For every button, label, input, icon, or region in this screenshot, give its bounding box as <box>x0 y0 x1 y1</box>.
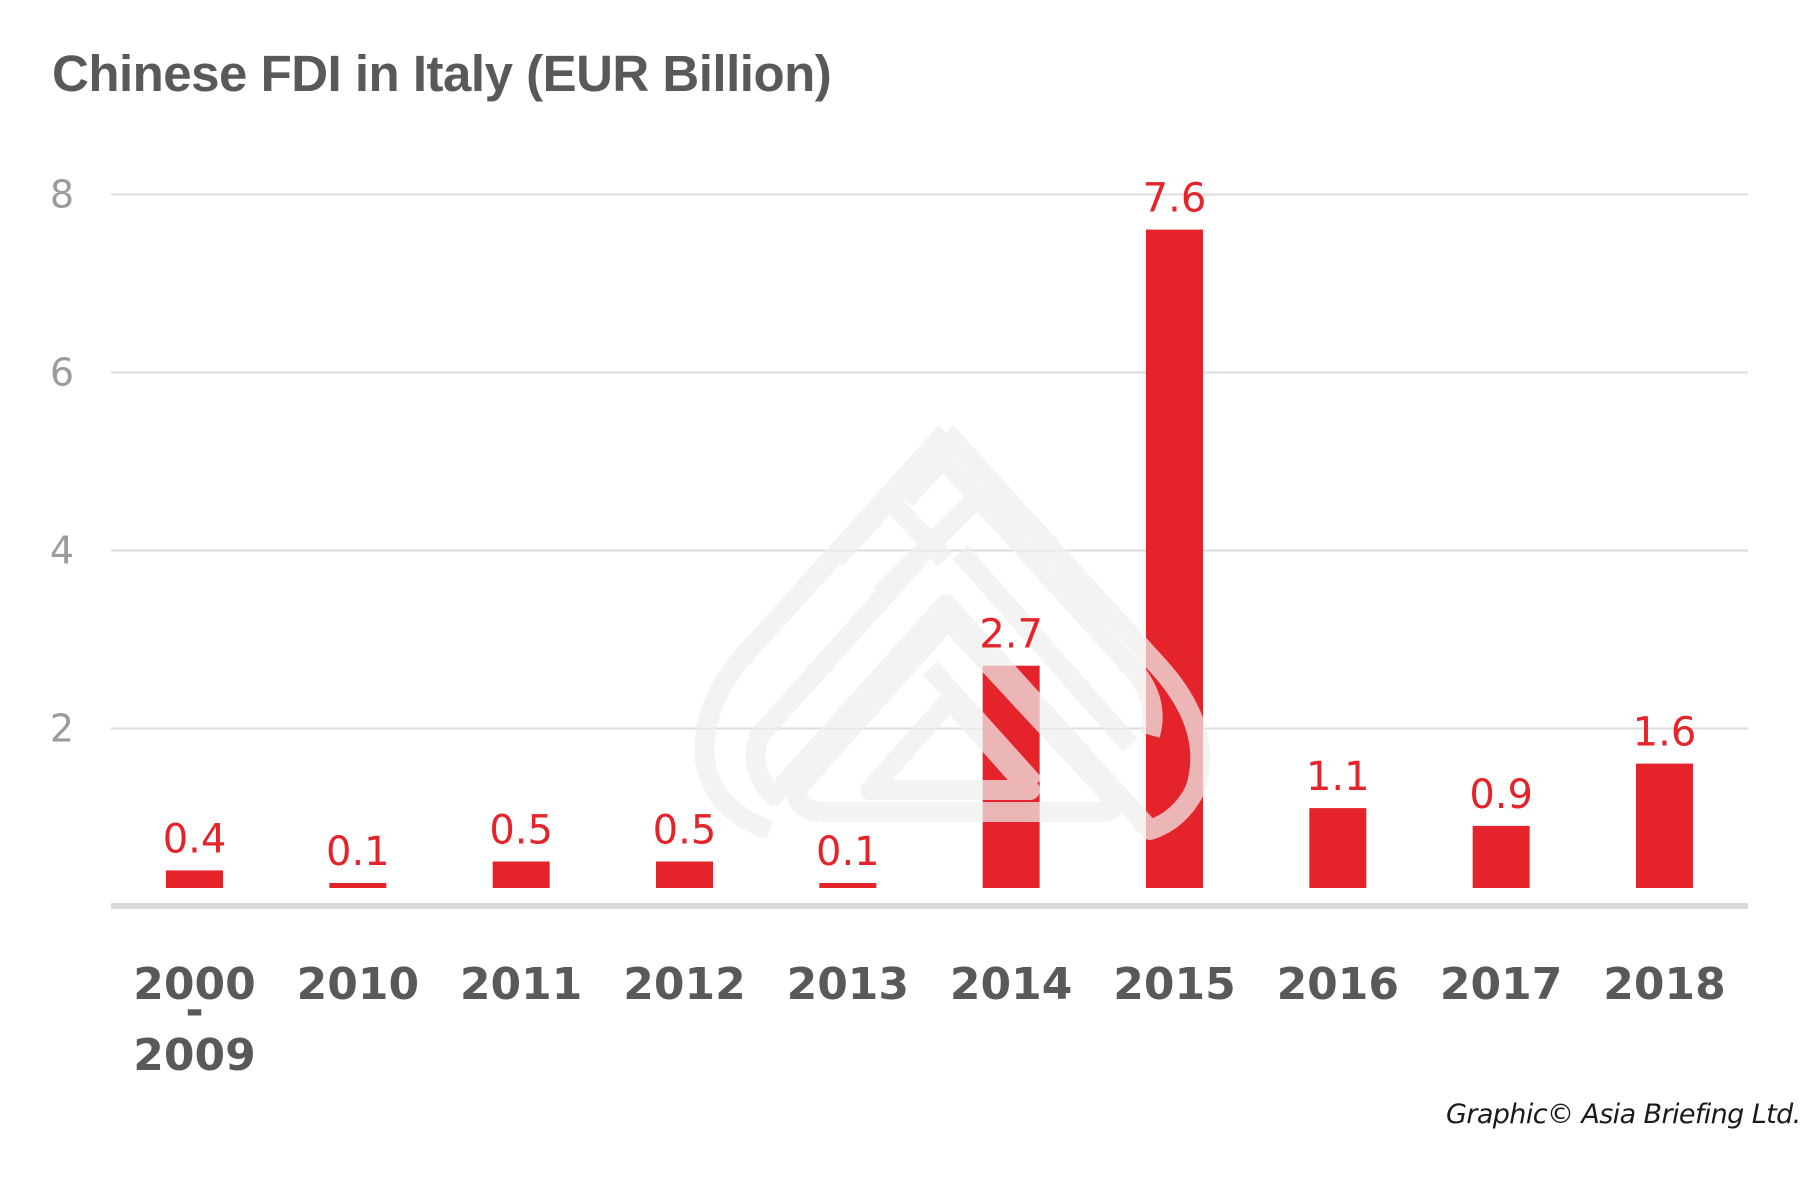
data-label: 7.6 <box>1143 176 1207 222</box>
data-label: 0.5 <box>489 808 553 854</box>
bar <box>492 861 550 888</box>
data-label: 2.7 <box>979 612 1043 658</box>
bar <box>1635 763 1693 888</box>
data-label: 1.6 <box>1633 710 1697 756</box>
x-tick-label: 2012 <box>623 959 745 1010</box>
x-tick-label: 2015 <box>1113 959 1235 1010</box>
x-tick-label: 2017 <box>1440 959 1562 1010</box>
x-tick-label: 2000 -2009 <box>133 959 255 1081</box>
data-label: 1.1 <box>1306 754 1370 800</box>
x-axis-line <box>111 903 1748 909</box>
bar <box>819 883 877 888</box>
data-label: 0.9 <box>1469 772 1533 818</box>
x-tick-label: 2010 <box>297 959 419 1010</box>
x-tick-label: 2011 <box>460 959 582 1010</box>
y-axis-ticks: 2 4 6 8 <box>50 173 74 751</box>
y-tick-label: 8 <box>50 173 74 217</box>
y-tick-label: 6 <box>50 351 74 395</box>
x-tick-label: 2013 <box>787 959 909 1010</box>
bar <box>1472 825 1530 888</box>
data-label: 0.4 <box>163 816 227 862</box>
x-tick-label: 2014 <box>950 959 1072 1010</box>
chart-title: Chinese FDI in Italy (EUR Billion) <box>52 45 832 102</box>
data-label: 0.5 <box>653 808 717 854</box>
watermark-logo-icon <box>694 425 1211 840</box>
data-label: 0.1 <box>326 829 390 875</box>
x-tick-label: 2016 <box>1277 959 1399 1010</box>
bar <box>166 870 223 888</box>
y-tick-label: 4 <box>50 529 74 573</box>
value-labels: 0.4 0.1 0.5 0.5 0.1 2.7 7.6 1.1 0.9 1.6 <box>163 176 1697 875</box>
bar <box>329 883 387 888</box>
bar <box>1309 808 1367 888</box>
bar <box>655 861 713 888</box>
credit-annotation: Graphic© Asia Briefing Ltd. <box>1446 1099 1800 1130</box>
data-label: 0.1 <box>816 829 880 875</box>
y-tick-label: 2 <box>50 707 74 751</box>
x-axis-ticks: 2000 -2009 2010 2011 2012 2013 2014 2015 2016 201… <box>133 959 1725 1081</box>
x-tick-label: 2018 <box>1603 959 1725 1010</box>
